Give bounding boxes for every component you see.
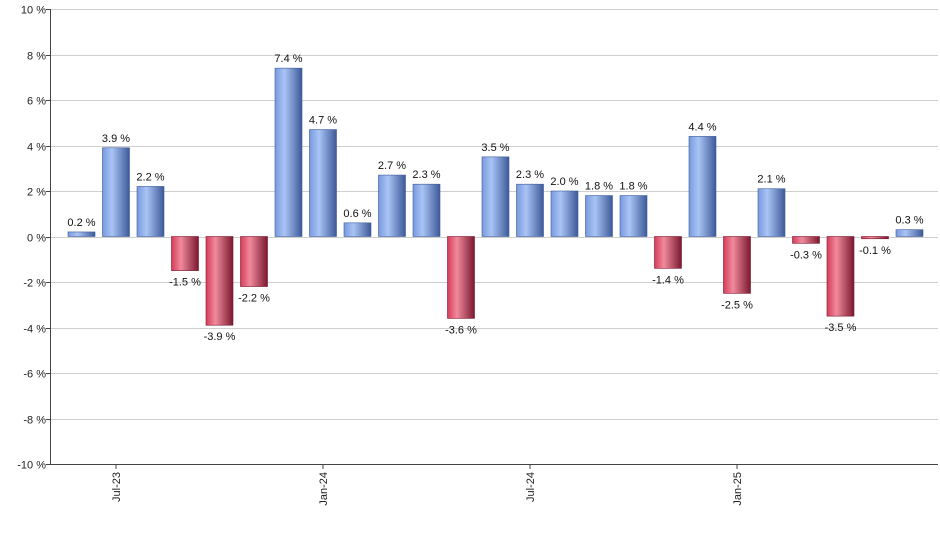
data-label-Oct-24: 1.8 %: [619, 181, 647, 193]
bar-Oct-23: [205, 236, 234, 326]
bar-Feb-24: [343, 222, 372, 237]
bar-May-25: [861, 236, 889, 240]
x-axis-tick-labels: Jul-23 Jan-24 Jul-24 Jan-25: [111, 464, 744, 506]
data-label-Dec-24: 4.4 %: [688, 121, 716, 133]
bar-Aug-23: [136, 186, 165, 237]
bar-Apr-25: [826, 236, 855, 317]
bar-Feb-25: [757, 188, 786, 237]
data-label-Feb-24: 0.6 %: [343, 208, 371, 220]
bars: [67, 67, 924, 326]
x-tick-label-Jan-25: Jan-25: [732, 472, 744, 506]
y-tick-label: -10 %: [17, 460, 46, 472]
y-tick-label: -6 %: [23, 369, 46, 381]
data-label-Jan-25: -2.5 %: [721, 299, 753, 311]
data-label-Jan-24: 4.7 %: [309, 115, 337, 127]
data-label-Jun-23: 0.2 %: [67, 217, 95, 229]
x-tick-label-Jan-24: Jan-24: [318, 472, 330, 506]
y-tick-label: -4 %: [23, 324, 46, 336]
x-tick-label-Jul-23: Jul-23: [111, 472, 123, 502]
bar-Mar-25: [792, 236, 820, 244]
y-tick-label: -8 %: [23, 415, 46, 427]
bar-Jan-25: [723, 236, 751, 294]
bar-Sep-24: [585, 195, 613, 237]
bar-Mar-24: [378, 174, 406, 237]
y-axis-tick-labels: 10 % 8 % 6 % 4 % 2 % 0 % -2 % -4 % -6 % -8 % -10 %: [17, 5, 46, 472]
bar-Jun-25: [895, 229, 924, 237]
bar-Aug-24: [550, 190, 579, 237]
data-label-Jun-24: 3.5 %: [481, 142, 509, 154]
data-label-Sep-24: 1.8 %: [585, 181, 613, 193]
data-label-Mar-25: -0.3 %: [790, 249, 822, 261]
y-tick-label: 0 %: [27, 233, 46, 245]
data-label-Nov-24: -1.4 %: [652, 274, 684, 286]
data-label-Dec-23: 7.4 %: [274, 53, 302, 65]
data-label-Jul-24: 2.3 %: [516, 169, 544, 181]
data-label-Jun-25: 0.3 %: [895, 215, 923, 227]
data-label-May-24: -3.6 %: [445, 324, 477, 336]
y-tick-label: 10 %: [21, 5, 46, 17]
data-label-Aug-23: 2.2 %: [136, 171, 164, 183]
bar-Jun-24: [481, 156, 510, 237]
bar-Jan-24: [309, 129, 337, 237]
bar-Jul-23: [102, 147, 130, 237]
bar-Nov-23: [240, 236, 268, 287]
bar-Dec-23: [274, 67, 303, 237]
bar-Nov-24: [654, 236, 682, 269]
data-label-May-25: -0.1 %: [859, 245, 891, 257]
y-tick-label: 2 %: [27, 187, 46, 199]
y-tick-label: 4 %: [27, 142, 46, 154]
data-label-Sep-23: -1.5 %: [169, 277, 201, 289]
y-tick-label: 6 %: [27, 96, 46, 108]
data-label-Apr-25: -3.5 %: [825, 322, 857, 334]
y-tick-label: -2 %: [23, 278, 46, 290]
bar-Jun-23: [67, 231, 96, 237]
data-label-Nov-23: -2.2 %: [238, 293, 270, 305]
data-label-Jul-23: 3.9 %: [102, 133, 130, 145]
bar-Apr-24: [412, 183, 441, 237]
x-tick-label-Jul-24: Jul-24: [525, 472, 537, 502]
y-tick-label: 8 %: [27, 51, 46, 63]
data-label-Mar-24: 2.7 %: [378, 160, 406, 172]
data-label-Aug-24: 2.0 %: [550, 176, 578, 188]
bar-Sep-23: [171, 236, 199, 271]
bar-Dec-24: [688, 136, 717, 237]
data-label-Feb-25: 2.1 %: [757, 174, 785, 186]
axes: [50, 9, 938, 465]
data-labels: 0.2 % 3.9 % 2.2 % -1.5 % -3.9 % -2.2 % 7.4 % 4.…: [67, 53, 923, 343]
data-label-Apr-24: 2.3 %: [412, 169, 440, 181]
bar-Jul-24: [516, 183, 544, 237]
data-label-Oct-23: -3.9 %: [204, 331, 236, 343]
bar-Oct-24: [619, 195, 648, 237]
bar-May-24: [447, 236, 475, 319]
